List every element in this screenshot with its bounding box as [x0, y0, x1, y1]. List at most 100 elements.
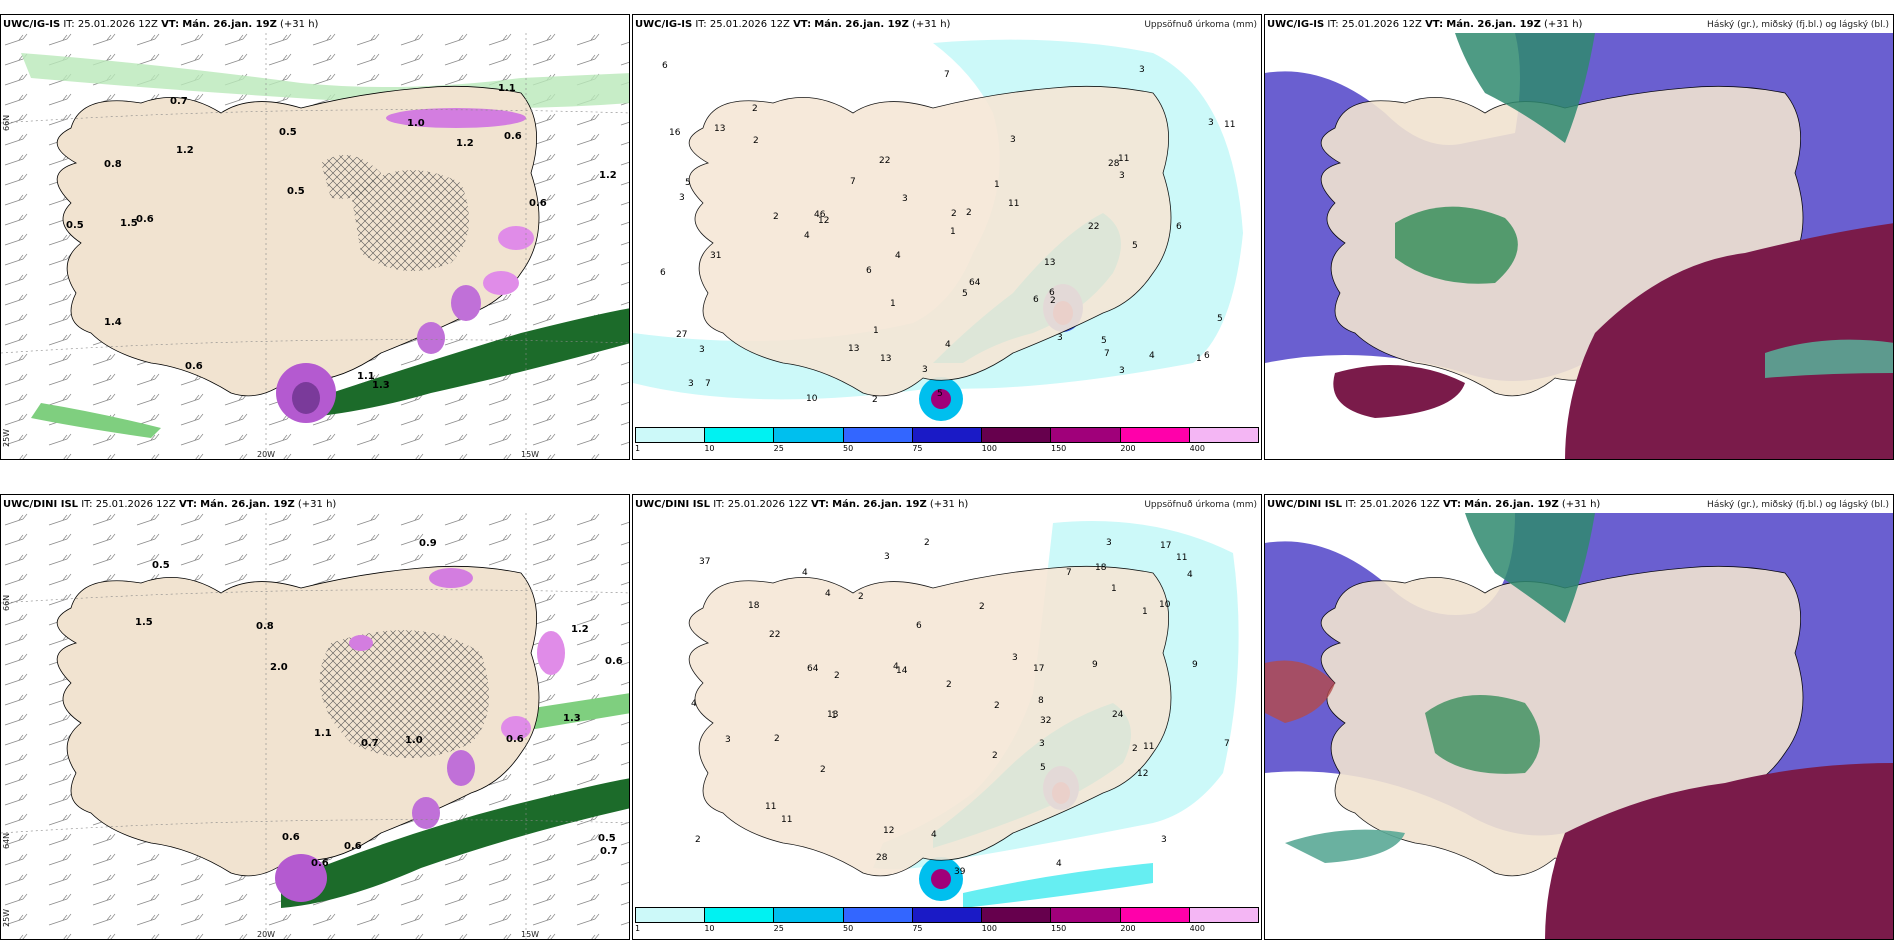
value-label: 2 — [820, 765, 826, 775]
value-label: 31 — [710, 251, 721, 261]
value-label: 0.5 — [66, 220, 84, 231]
value-label: 1.1 — [357, 371, 375, 382]
colorbar-tick: 1 — [635, 444, 641, 453]
magenta-snow-blob — [498, 226, 534, 250]
panel-subtitle: Háský (gr.), miðský (fj.bl.) og lágský (… — [1707, 497, 1889, 513]
value-label: 1 — [890, 299, 896, 309]
value-label: 16 — [669, 128, 681, 138]
value-label: 1.2 — [456, 138, 474, 149]
value-label: 10 — [806, 394, 818, 404]
magenta-snow-blob — [451, 285, 481, 321]
value-label: 4 — [1056, 859, 1062, 869]
colorbar-tick: 400 — [1189, 444, 1205, 453]
value-label: 3 — [1012, 653, 1018, 663]
value-label: 18 — [748, 601, 760, 611]
value-label: 0.8 — [256, 621, 274, 632]
value-label: 17 — [1160, 541, 1171, 551]
colorbar-segment — [1189, 428, 1258, 442]
value-label: 6 — [1033, 295, 1039, 305]
value-label: 11 — [781, 815, 792, 825]
panel-title: UWC/DINI ISL IT: 25.01.2026 12Z VT: Mán.… — [635, 497, 1261, 513]
value-label: 0.5 — [598, 833, 616, 844]
value-label: 28 — [876, 853, 888, 863]
panel-dini-wind: UWC/DINI ISL IT: 25.01.2026 12Z VT: Mán.… — [0, 494, 630, 940]
colorbar-tick: 25 — [773, 444, 784, 453]
value-label: 0.6 — [311, 858, 329, 869]
colorbar-segment — [1051, 428, 1121, 442]
panel-subtitle: Uppsöfnuð úrkoma (mm) — [1144, 497, 1257, 513]
value-label: 3 — [699, 345, 705, 355]
value-label: 13 — [880, 354, 891, 364]
value-label: 0.7 — [170, 96, 188, 107]
value-label: 6 — [866, 266, 872, 276]
value-label: 2 — [695, 835, 701, 845]
value-label: 4 — [945, 340, 951, 350]
green-precip-band — [281, 778, 629, 908]
colorbar-segment — [843, 428, 913, 442]
value-label: 1 — [994, 180, 1000, 190]
low-cloud-area — [1765, 339, 1893, 378]
hatched-precip-area — [351, 170, 469, 271]
value-label: 2 — [1132, 744, 1138, 754]
value-label: 6 — [916, 621, 922, 631]
colorbar-tick: 75 — [912, 924, 923, 933]
value-label: 1 — [831, 711, 837, 721]
value-label: 0.6 — [605, 656, 623, 667]
value-label: 3 — [902, 194, 908, 204]
value-label: 0.5 — [279, 127, 297, 138]
value-label: 3 — [1139, 65, 1145, 75]
colorbar-tick: 200 — [1120, 924, 1136, 933]
value-label: 9 — [1192, 660, 1198, 670]
high-cloud-area — [1265, 660, 1335, 723]
lon-label: 15W — [521, 930, 539, 939]
value-label: 1.1 — [498, 83, 516, 94]
value-labels: 0.6 0.8 1.5 1.3 1.2 0.7 0.9 0.7 0.6 2.0 1.0 0.6 0.6 1… — [135, 538, 623, 869]
value-label: 5 — [685, 178, 691, 188]
value-label: 2 — [966, 208, 972, 218]
value-label: 7 — [944, 70, 950, 80]
precip-core — [931, 389, 951, 409]
value-label: 0.5 — [287, 186, 305, 197]
hatched-precip-area — [321, 155, 381, 199]
value-label: 4 — [802, 568, 808, 578]
colorbar-segment — [774, 428, 844, 442]
magenta-snow-blob — [412, 797, 440, 829]
value-label: 4 — [691, 699, 697, 709]
value-label: 10 — [1159, 600, 1171, 610]
value-label: 1.1 — [314, 728, 332, 739]
colorbar-segment — [982, 428, 1052, 442]
value-label: 6 — [660, 268, 666, 278]
value-label: 2 — [946, 680, 952, 690]
value-label: 0.6 — [529, 198, 547, 209]
colorbar-segment — [1120, 428, 1190, 442]
colorbar-tick: 150 — [1051, 924, 1067, 933]
magenta-snow-blob — [349, 635, 373, 651]
value-label: 11 — [1224, 120, 1235, 130]
high-cloud-area — [1565, 223, 1893, 459]
iceland-land — [688, 85, 1172, 397]
value-label: 17 — [1033, 664, 1044, 674]
value-label: 3 — [1161, 835, 1167, 845]
value-label: 5 — [1040, 763, 1046, 773]
lat-label: 64N — [2, 833, 11, 849]
colorbar-segment — [705, 428, 775, 442]
value-label: 1 — [950, 227, 956, 237]
value-label: 5 — [1132, 241, 1138, 251]
magenta-snow-blob — [483, 271, 519, 295]
value-label: 2 — [774, 734, 780, 744]
value-label: 13 — [848, 344, 859, 354]
value-label: 7 — [1104, 349, 1110, 359]
value-label: 2.0 — [270, 662, 288, 673]
value-label: 11 — [1143, 742, 1154, 752]
value-label: 0.6 — [504, 131, 522, 142]
colorbar: 1 10 25 50 75 100 150 200 400 — [635, 427, 1259, 457]
panel-title: UWC/IG-IS IT: 25.01.2026 12Z VT: Mán. 26… — [635, 17, 1261, 33]
value-label: 18 — [1095, 563, 1107, 573]
value-label: 8 — [1038, 696, 1044, 706]
panel-dini-precip: UWC/DINI ISL IT: 25.01.2026 12Z VT: Mán.… — [632, 494, 1262, 940]
colorbar-tick: 25 — [773, 924, 784, 933]
mid-cloud-area — [1465, 513, 1595, 623]
value-label: 2 — [1050, 296, 1056, 306]
value-label: 3 — [922, 365, 928, 375]
